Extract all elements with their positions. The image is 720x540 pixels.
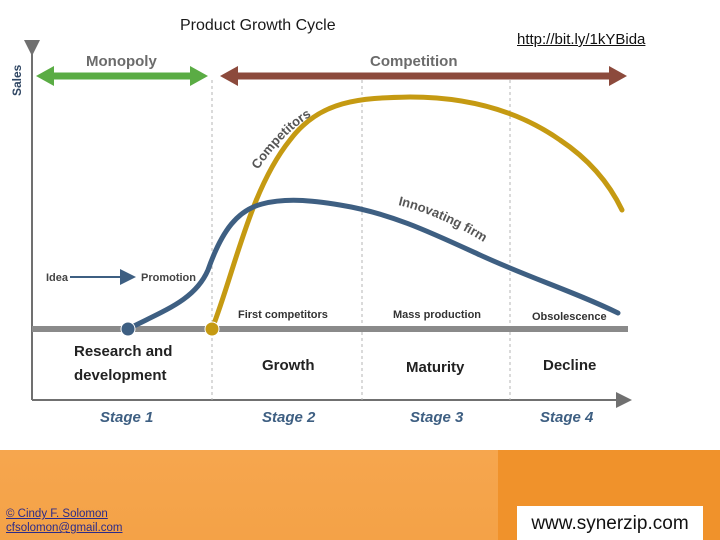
credit-email[interactable]: cfsolomon@gmail.com [6, 522, 123, 534]
footer: © Cindy F. Solomon cfsolomon@gmail.com w… [0, 450, 720, 540]
slide-title: Product Growth Cycle [180, 17, 336, 34]
innovator-curve [125, 197, 621, 332]
phase-research-line1: Research and [74, 343, 172, 360]
competition-arrow-right-head [609, 66, 627, 86]
phase-research-line2: development [74, 367, 167, 384]
promotion-label: Promotion [141, 272, 196, 284]
website-box: www.synerzip.com [517, 506, 703, 540]
competition-label: Competition [370, 53, 458, 70]
phase-decline: Decline [543, 357, 596, 374]
competitor-start-dot [204, 321, 220, 337]
product-cycle-diagram: Sales Monopoly Competition Idea Promotio… [10, 40, 632, 426]
phase-growth: Growth [262, 357, 315, 374]
stage-label: Stage 1 [100, 409, 153, 426]
source-link[interactable]: http://bit.ly/1kYBida [517, 31, 646, 48]
website-label: www.synerzip.com [531, 513, 689, 534]
monopoly-arrow-right-head [190, 66, 208, 86]
phase-maturity: Maturity [406, 359, 465, 376]
competitor-curve [209, 94, 625, 332]
monopoly-label: Monopoly [86, 53, 157, 70]
monopoly-arrow-left-head [36, 66, 54, 86]
footer-panel: © Cindy F. Solomon cfsolomon@gmail.com [0, 450, 498, 540]
innovator-start-dot [120, 321, 136, 337]
y-axis-label: Sales [10, 64, 24, 96]
stage-label: Stage 2 [262, 409, 316, 426]
stage-label: Stage 4 [540, 409, 594, 426]
first-competitors-label: First competitors [238, 309, 328, 321]
mass-production-label: Mass production [393, 309, 481, 321]
idea-label: Idea [46, 272, 69, 284]
obsolescence-label: Obsolescence [532, 311, 607, 323]
stage-label: Stage 3 [410, 409, 464, 426]
competition-arrow-left-head [220, 66, 238, 86]
credit-name[interactable]: © Cindy F. Solomon [6, 508, 108, 520]
competitors-label: Competitors [248, 106, 313, 172]
